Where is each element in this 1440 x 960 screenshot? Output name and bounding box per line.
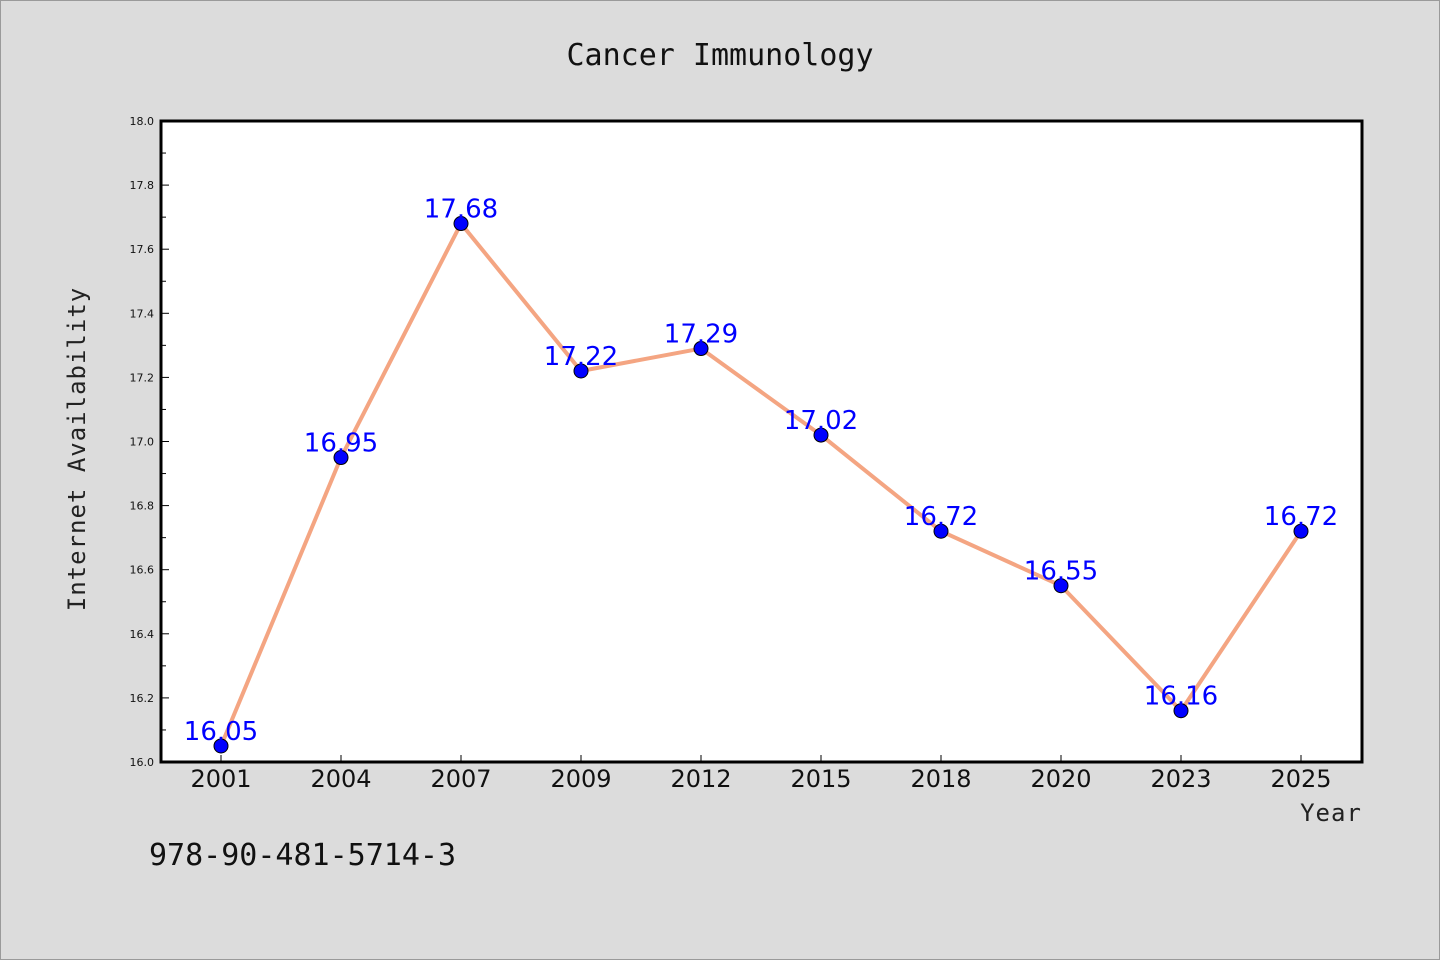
x-tick-label: 2020 <box>1030 765 1091 793</box>
data-point <box>453 216 469 232</box>
data-label: 16.16 <box>1144 682 1218 712</box>
data-point <box>813 427 829 443</box>
data-point <box>573 363 589 379</box>
y-axis-ticks: 16.0 16.2 16.4 16.6 16.8 17.0 17.2 17.4 17.6 17.8… <box>130 115 169 769</box>
data-point <box>333 450 349 466</box>
data-label: 16.72 <box>904 502 978 532</box>
y-tick-label: 16.0 <box>130 756 155 769</box>
footer-code: 978-90-481-5714-3 <box>149 838 456 873</box>
y-axis-label: Internet Availability <box>63 287 91 611</box>
data-label: 16.55 <box>1024 557 1098 587</box>
y-tick-label: 17.6 <box>130 243 155 256</box>
y-tick-label: 16.6 <box>130 564 155 577</box>
series-line <box>219 221 1303 747</box>
y-tick-label: 16.4 <box>130 628 155 641</box>
series-line-group <box>219 221 1303 747</box>
x-tick-label: 2009 <box>550 765 611 793</box>
data-label: 17.22 <box>544 342 618 372</box>
x-tick-label: 2004 <box>310 765 371 793</box>
x-tick-label: 2012 <box>670 765 731 793</box>
x-tick-label: 2025 <box>1270 765 1331 793</box>
x-tick-label: 2023 <box>1150 765 1211 793</box>
y-tick-label: 17.8 <box>130 179 155 192</box>
chart-title: Cancer Immunology <box>566 38 873 73</box>
data-label: 16.05 <box>184 717 258 747</box>
data-point <box>1053 578 1069 594</box>
y-tick-label: 16.8 <box>130 500 155 513</box>
x-axis-ticks: 2001 2004 2007 2009 2012 2015 2018 2020 2023 2025 <box>190 755 1332 793</box>
y-tick-label: 18.0 <box>130 115 155 128</box>
data-label: 16.72 <box>1264 502 1338 532</box>
y-tick-label: 16.2 <box>130 692 155 705</box>
data-label: 17.29 <box>664 320 738 350</box>
x-tick-label: 2018 <box>910 765 971 793</box>
data-label: 17.68 <box>424 195 498 225</box>
y-tick-label: 17.4 <box>130 307 155 320</box>
data-point <box>213 738 229 754</box>
x-axis-label: Year <box>1300 799 1362 827</box>
data-labels: 16.05 16.95 17.68 17.22 17.29 17.02 16.72 16.55… <box>184 195 1338 747</box>
x-tick-label: 2001 <box>190 765 251 793</box>
data-point <box>933 523 949 539</box>
plot-frame <box>159 119 1364 764</box>
series-markers <box>213 216 1309 754</box>
y-tick-label: 17.0 <box>130 436 155 449</box>
data-point <box>1293 523 1309 539</box>
data-point <box>1173 703 1189 719</box>
x-tick-label: 2015 <box>790 765 851 793</box>
x-tick-label: 2007 <box>430 765 491 793</box>
data-label: 16.95 <box>304 429 378 459</box>
plot-area <box>161 121 1362 762</box>
y-tick-label: 17.2 <box>130 371 155 384</box>
data-label: 17.02 <box>784 406 858 436</box>
data-point <box>693 341 709 357</box>
